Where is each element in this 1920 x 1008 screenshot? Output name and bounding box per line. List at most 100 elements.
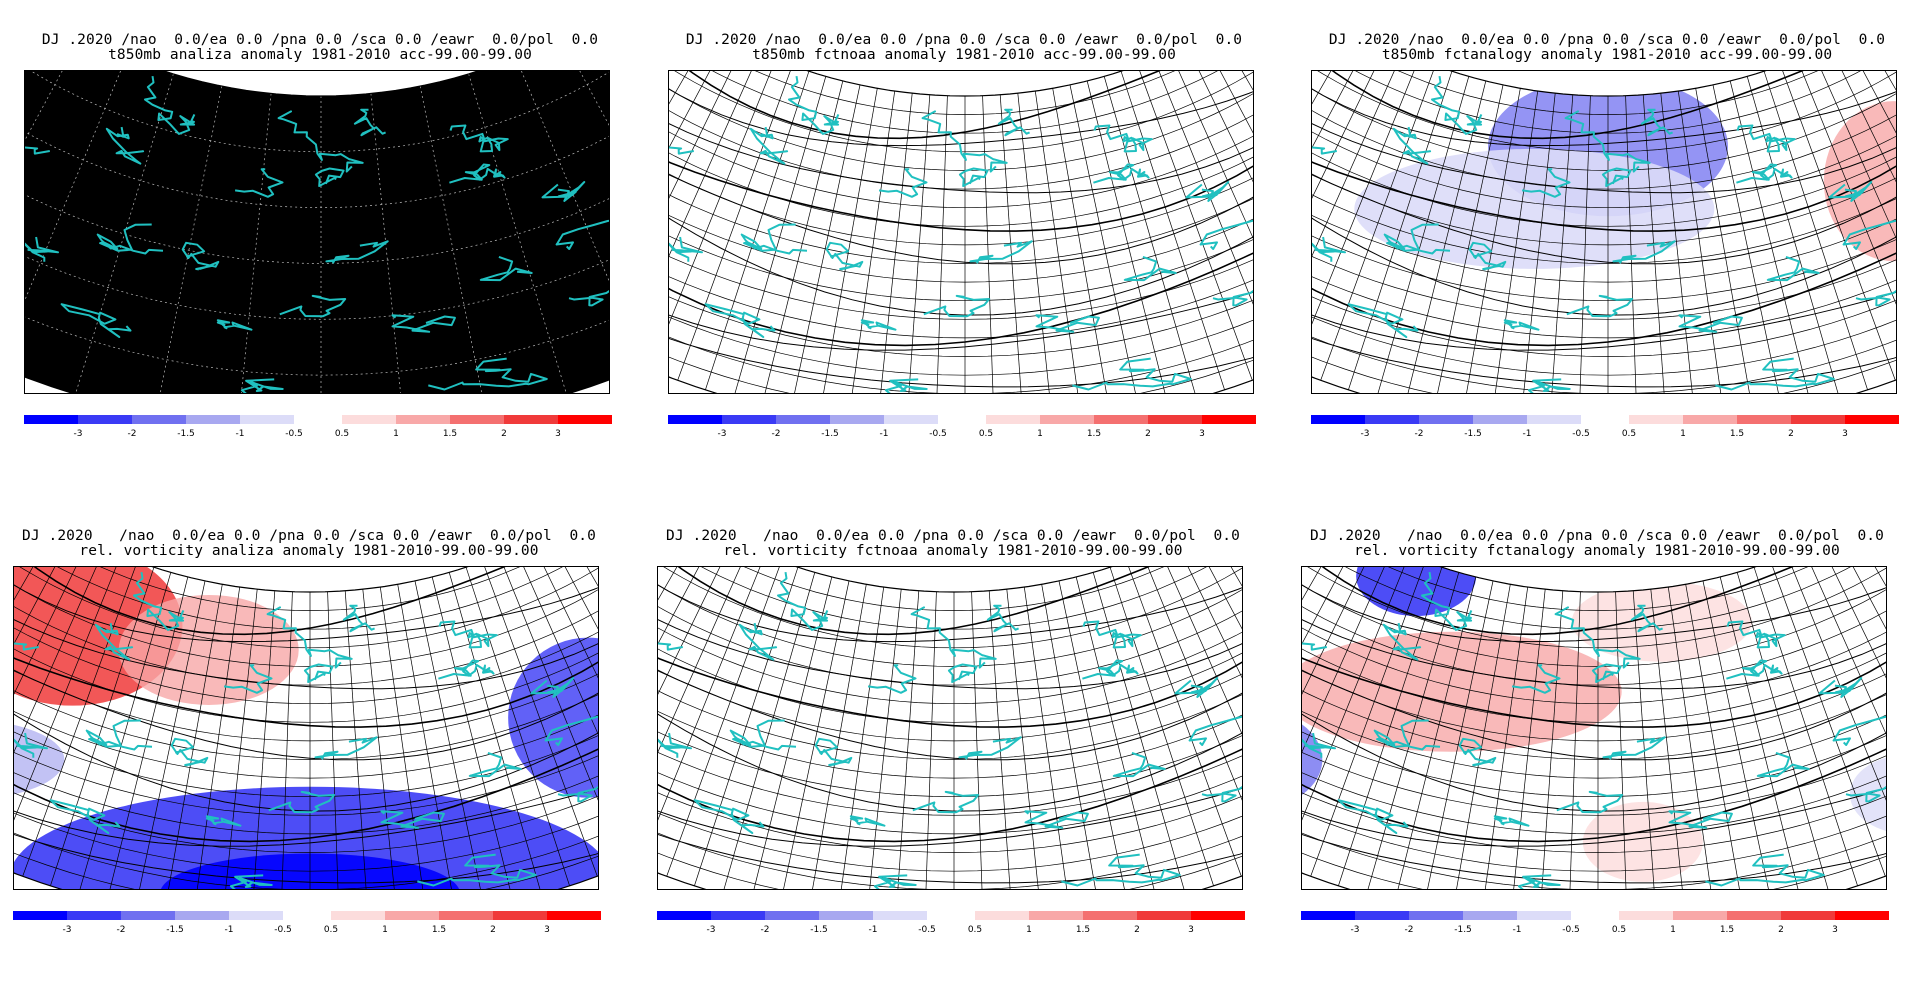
coastline (277, 110, 364, 173)
coastline (1517, 874, 1561, 889)
contour-line (14, 729, 598, 847)
colorbar-segment-negative (186, 415, 240, 424)
coastline (240, 378, 284, 393)
coastline (1511, 664, 1561, 694)
colorbar-tick-label: -1 (225, 925, 234, 935)
coastline (860, 319, 897, 331)
coastline (1726, 620, 1786, 649)
coastline (1185, 181, 1230, 202)
coastline (353, 108, 386, 137)
map-plot (669, 71, 1253, 393)
coastline (669, 236, 703, 262)
coastline (1201, 778, 1242, 803)
map-frame (1311, 70, 1897, 394)
colorbar-segment-positive (396, 415, 450, 424)
colorbar-tick-label: 1.5 (1076, 925, 1090, 935)
colorbar-tick-label: 0.5 (324, 925, 338, 935)
contour-line (1302, 567, 1886, 636)
coastline (986, 604, 1019, 633)
contour-line (658, 567, 1242, 636)
contour-line (1302, 687, 1886, 843)
coastline (85, 719, 153, 751)
anomaly-area (14, 719, 65, 800)
coastline (1382, 622, 1422, 661)
lat-lon-grid (1302, 567, 1886, 889)
colorbar-segment-positive (450, 415, 504, 424)
colorbar-tick-label: 0.5 (968, 925, 982, 935)
colorbar-segment-negative (873, 911, 927, 920)
colorbar-tick-label: 1.5 (432, 925, 446, 935)
colorbar-tick-label: 3 (1832, 925, 1838, 935)
coastline (438, 659, 495, 680)
coastline (25, 132, 50, 155)
coastline (658, 732, 692, 758)
contour-line (1302, 729, 1886, 847)
colorbar-tick-label: -1.5 (1464, 429, 1482, 439)
coastline (1024, 810, 1089, 829)
colorbar-segment-positive (1619, 911, 1673, 920)
coastline (380, 810, 445, 829)
panel-title-parameters: DJ .2020 /nao 0.0/ea 0.0 /pna 0.0 /sca 0… (685, 32, 1243, 48)
coastline (1855, 282, 1896, 307)
coastline (1591, 663, 1622, 683)
colorbar-tick-label: -3 (74, 429, 83, 439)
coastline (693, 799, 765, 834)
coastline (1468, 241, 1507, 271)
colorbar-tick-label: 1.5 (1720, 925, 1734, 935)
coastline (1503, 319, 1540, 331)
coastline (958, 736, 1022, 760)
coastline (1640, 108, 1673, 137)
coastline (568, 282, 609, 307)
colorbar-segment-negative (240, 415, 294, 424)
colorbar-segment-negative (121, 911, 175, 920)
colorbar-segment-negative (765, 911, 819, 920)
colorbar-tick-label: -0.5 (285, 429, 303, 439)
colorbar-tick-label: -1 (236, 429, 245, 439)
coastline (912, 790, 980, 814)
colorbar-segment-negative (229, 911, 283, 920)
coastline (479, 255, 533, 282)
coastline (788, 75, 840, 135)
coastline (144, 75, 196, 135)
colorbar-tick-label: -2 (117, 925, 126, 935)
colorbar-segment-positive (1083, 911, 1137, 920)
colorbar-tick-label: 2 (1788, 429, 1794, 439)
contour-line (1312, 97, 1896, 194)
colorbar-tick-label: 1.5 (443, 429, 457, 439)
map-panel-4: DJ .2020 /nao 0.0/ea 0.0 /pna 0.0 /sca 0… (9, 528, 609, 1008)
colorbar-segment-positive (547, 911, 601, 920)
contour-line (1312, 71, 1896, 147)
colorbar-segment-negative (776, 415, 830, 424)
coastline (96, 223, 164, 255)
coastline (1212, 282, 1253, 307)
colorbar-tick-label: 1 (1670, 925, 1676, 935)
coastline (1493, 815, 1530, 827)
panel-title-parameters: DJ .2020 /nao 0.0/ea 0.0 /pna 0.0 /sca 0… (22, 528, 596, 544)
coastline (740, 223, 808, 255)
colorbar-segment-positive (439, 911, 493, 920)
coastline (1556, 790, 1624, 814)
coastline (268, 790, 336, 814)
coastline (1842, 203, 1896, 250)
lat-lon-grid (658, 567, 1242, 889)
contour-line (14, 567, 598, 643)
contour-line (1312, 262, 1896, 388)
colorbar-segment-negative (1355, 911, 1409, 920)
coastline (867, 664, 917, 694)
coastline (342, 604, 375, 633)
anomaly-area (1823, 101, 1896, 262)
colorbar-segment-negative (1419, 415, 1473, 424)
colorbar-segment-negative (1527, 415, 1581, 424)
colorbar-legend: -3 -2 -1.5 -1 -0.5 0.5 1 1.5 2 3 (657, 911, 1245, 937)
colorbar-segment-negative (1463, 911, 1517, 920)
colorbar-tick-label: 2 (1145, 429, 1151, 439)
coastline (1630, 604, 1663, 633)
coastlines (1302, 571, 1886, 889)
coastline (1093, 163, 1150, 184)
coastlines (669, 75, 1253, 393)
coastline (1082, 620, 1142, 649)
coastline (14, 732, 48, 758)
coastline (229, 874, 273, 889)
panel-title-parameters: DJ .2020 /nao 0.0/ea 0.0 /pna 0.0 /sca 0… (1310, 528, 1884, 544)
contour-line (669, 97, 1253, 194)
